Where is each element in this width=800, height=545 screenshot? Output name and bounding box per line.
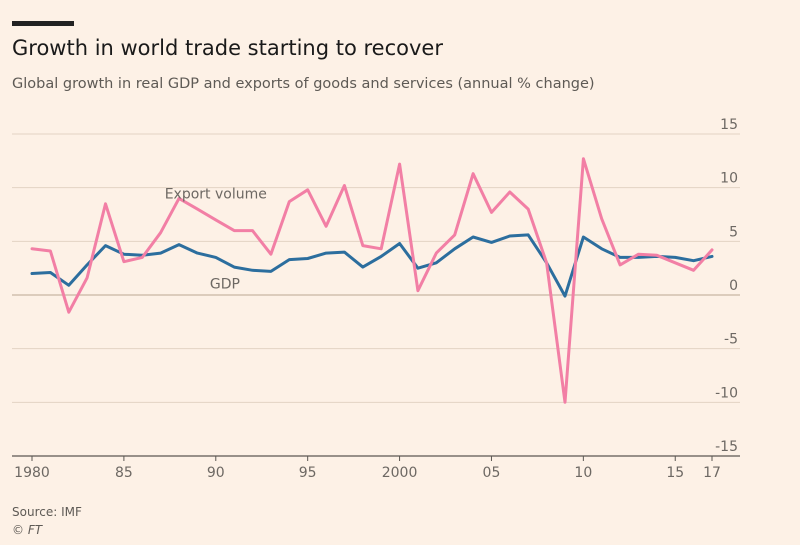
source-note: Source: IMF — [12, 505, 82, 519]
series-label-gdp: GDP — [210, 277, 240, 293]
chart-subtitle: Global growth in real GDP and exports of… — [12, 76, 595, 92]
copyright-note: © FT — [12, 523, 43, 537]
series-labels: GDP Export volume — [165, 186, 267, 292]
title-accent-bar — [12, 21, 74, 26]
y-tick-label: -5 — [724, 332, 738, 348]
y-axis-ticks: 15 10 5 0 -5 -10 -15 — [715, 117, 738, 455]
series-line-gdp — [30, 233, 714, 298]
series-line-export-volume — [30, 157, 714, 404]
series-label-export-volume: Export volume — [165, 186, 267, 202]
gridlines — [12, 133, 740, 403]
x-tick-label: 2000 — [382, 465, 418, 481]
x-tick-label: 15 — [666, 465, 684, 481]
y-tick-label: 10 — [720, 171, 738, 187]
x-tick-label: 95 — [299, 465, 317, 481]
y-tick-label: -15 — [715, 439, 738, 455]
x-tick-label: 05 — [483, 465, 501, 481]
y-tick-label: 5 — [729, 224, 738, 240]
y-tick-label: -10 — [715, 385, 738, 401]
y-tick-label: 15 — [720, 117, 738, 133]
y-tick-label: 0 — [729, 278, 738, 294]
x-tick-label: 85 — [115, 465, 133, 481]
series-lines — [30, 157, 714, 404]
x-axis-ticks: 1980 85 90 95 2000 05 10 15 17 — [12, 455, 740, 481]
chart-title: Growth in world trade starting to recove… — [12, 36, 443, 60]
x-tick-label: 1980 — [14, 465, 50, 481]
x-tick-label: 17 — [703, 465, 721, 481]
x-tick-label: 10 — [574, 465, 592, 481]
x-tick-label: 90 — [207, 465, 225, 481]
